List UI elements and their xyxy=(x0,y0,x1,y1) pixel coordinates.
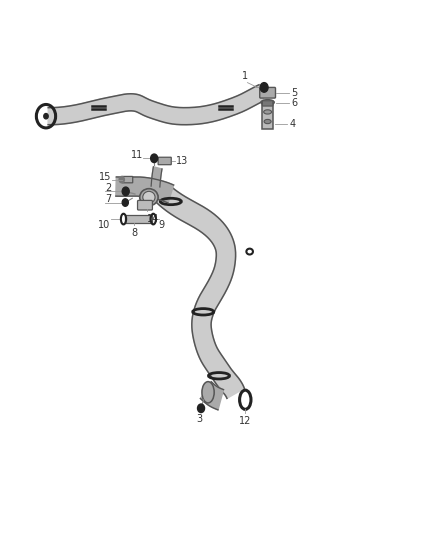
Ellipse shape xyxy=(261,100,274,105)
Bar xyxy=(262,103,273,129)
Ellipse shape xyxy=(202,382,214,403)
FancyBboxPatch shape xyxy=(122,176,133,183)
Text: 6: 6 xyxy=(291,98,297,108)
Text: 12: 12 xyxy=(239,416,251,426)
Ellipse shape xyxy=(264,119,271,124)
Polygon shape xyxy=(48,85,264,125)
Text: 1: 1 xyxy=(242,71,248,81)
Circle shape xyxy=(151,154,158,163)
Polygon shape xyxy=(151,167,162,187)
Circle shape xyxy=(119,176,124,183)
Text: 10: 10 xyxy=(98,220,110,230)
FancyBboxPatch shape xyxy=(260,87,276,98)
Ellipse shape xyxy=(140,189,158,206)
FancyBboxPatch shape xyxy=(262,101,273,106)
Ellipse shape xyxy=(264,110,272,114)
Circle shape xyxy=(260,83,268,92)
Ellipse shape xyxy=(143,191,155,203)
Text: 7: 7 xyxy=(105,195,111,204)
Bar xyxy=(125,215,152,223)
FancyBboxPatch shape xyxy=(158,157,171,165)
Text: 4: 4 xyxy=(289,119,295,128)
Circle shape xyxy=(122,199,128,206)
Circle shape xyxy=(44,114,48,119)
Circle shape xyxy=(198,404,205,413)
Circle shape xyxy=(122,187,129,196)
Polygon shape xyxy=(201,382,223,410)
Text: 14: 14 xyxy=(147,214,159,224)
Polygon shape xyxy=(156,184,244,398)
Text: 13: 13 xyxy=(176,156,188,166)
Text: 9: 9 xyxy=(159,220,165,230)
Text: 15: 15 xyxy=(99,172,112,182)
Text: 3: 3 xyxy=(196,414,202,424)
FancyBboxPatch shape xyxy=(138,200,152,210)
Text: 5: 5 xyxy=(291,88,297,98)
Text: 2: 2 xyxy=(105,183,111,192)
Text: 11: 11 xyxy=(131,150,143,159)
Polygon shape xyxy=(116,177,173,203)
Text: 8: 8 xyxy=(131,228,138,238)
